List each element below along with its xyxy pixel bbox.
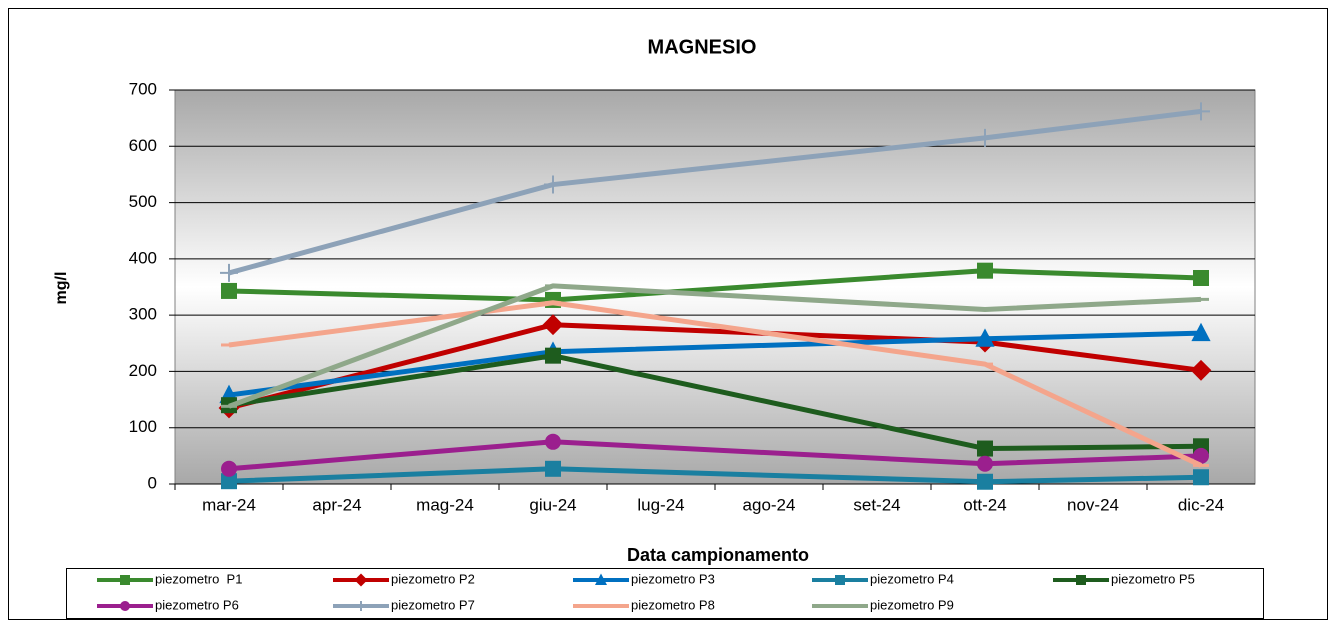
- series-line: [228, 108, 1202, 276]
- x-tick-label: nov-24: [1067, 495, 1119, 514]
- legend-label: piezometro P7: [391, 597, 475, 612]
- marker: [1192, 102, 1210, 121]
- series-line: [228, 283, 1202, 409]
- legend-label: piezometro P5: [1111, 571, 1195, 586]
- marker: [835, 575, 845, 585]
- marker: [977, 262, 993, 279]
- chart-title: MAGNESIO: [648, 36, 757, 58]
- x-tick-label: set-24: [853, 495, 900, 514]
- series-line: [228, 268, 1202, 303]
- legend-label: piezometro P1: [155, 571, 242, 586]
- marker: [975, 328, 995, 347]
- x-tick-label: apr-24: [312, 495, 361, 514]
- y-tick-label: 200: [129, 361, 157, 380]
- marker: [977, 473, 993, 490]
- series-line: [228, 439, 1202, 472]
- marker: [120, 575, 130, 585]
- marker: [542, 314, 564, 336]
- y-tick-label: 500: [129, 192, 157, 211]
- legend: [66, 568, 1264, 619]
- x-tick-label: mag-24: [416, 495, 474, 514]
- y-tick-label: 0: [148, 473, 157, 492]
- marker: [545, 347, 561, 364]
- marker: [545, 460, 561, 477]
- marker: [1193, 447, 1209, 464]
- legend-label: piezometro P9: [870, 597, 954, 612]
- marker: [1193, 469, 1209, 486]
- x-axis-title: Data campionamento: [627, 545, 809, 565]
- marker: [221, 473, 237, 490]
- y-tick-label: 400: [129, 248, 157, 267]
- x-tick-label: dic-24: [1178, 495, 1224, 514]
- marker: [1193, 269, 1209, 286]
- x-tick-label: ott-24: [963, 495, 1006, 514]
- marker: [544, 175, 562, 194]
- y-tick-label: 100: [129, 417, 157, 436]
- series-line: [228, 300, 1203, 468]
- marker: [120, 601, 130, 611]
- legend-label: piezometro P3: [631, 571, 715, 586]
- series-line: [228, 353, 1202, 452]
- marker: [1191, 322, 1211, 342]
- legend-label: piezometro P6: [155, 597, 239, 612]
- marker: [977, 440, 993, 457]
- marker: [354, 573, 368, 587]
- y-axis-title: mg/l: [53, 272, 70, 305]
- y-tick-label: 700: [129, 79, 157, 98]
- x-tick-label: lug-24: [637, 495, 684, 514]
- marker: [1190, 359, 1212, 381]
- marker: [356, 601, 366, 611]
- marker: [595, 573, 607, 585]
- y-tick-label: 600: [129, 136, 157, 155]
- marker: [221, 282, 237, 299]
- marker: [221, 460, 237, 477]
- legend-label: piezometro P2: [391, 571, 475, 586]
- x-tick-label: mar-24: [202, 495, 256, 514]
- series-line: [228, 330, 1202, 398]
- legend-label: piezometro P4: [870, 571, 954, 586]
- marker: [545, 433, 561, 450]
- marker: [220, 263, 238, 282]
- x-tick-label: giu-24: [529, 495, 576, 514]
- series-line: [228, 466, 1202, 485]
- legend-label: piezometro P8: [631, 597, 715, 612]
- marker: [1076, 575, 1086, 585]
- marker: [976, 128, 994, 147]
- marker: [977, 455, 993, 472]
- x-tick-label: ago-24: [743, 495, 796, 514]
- y-tick-label: 300: [129, 305, 157, 324]
